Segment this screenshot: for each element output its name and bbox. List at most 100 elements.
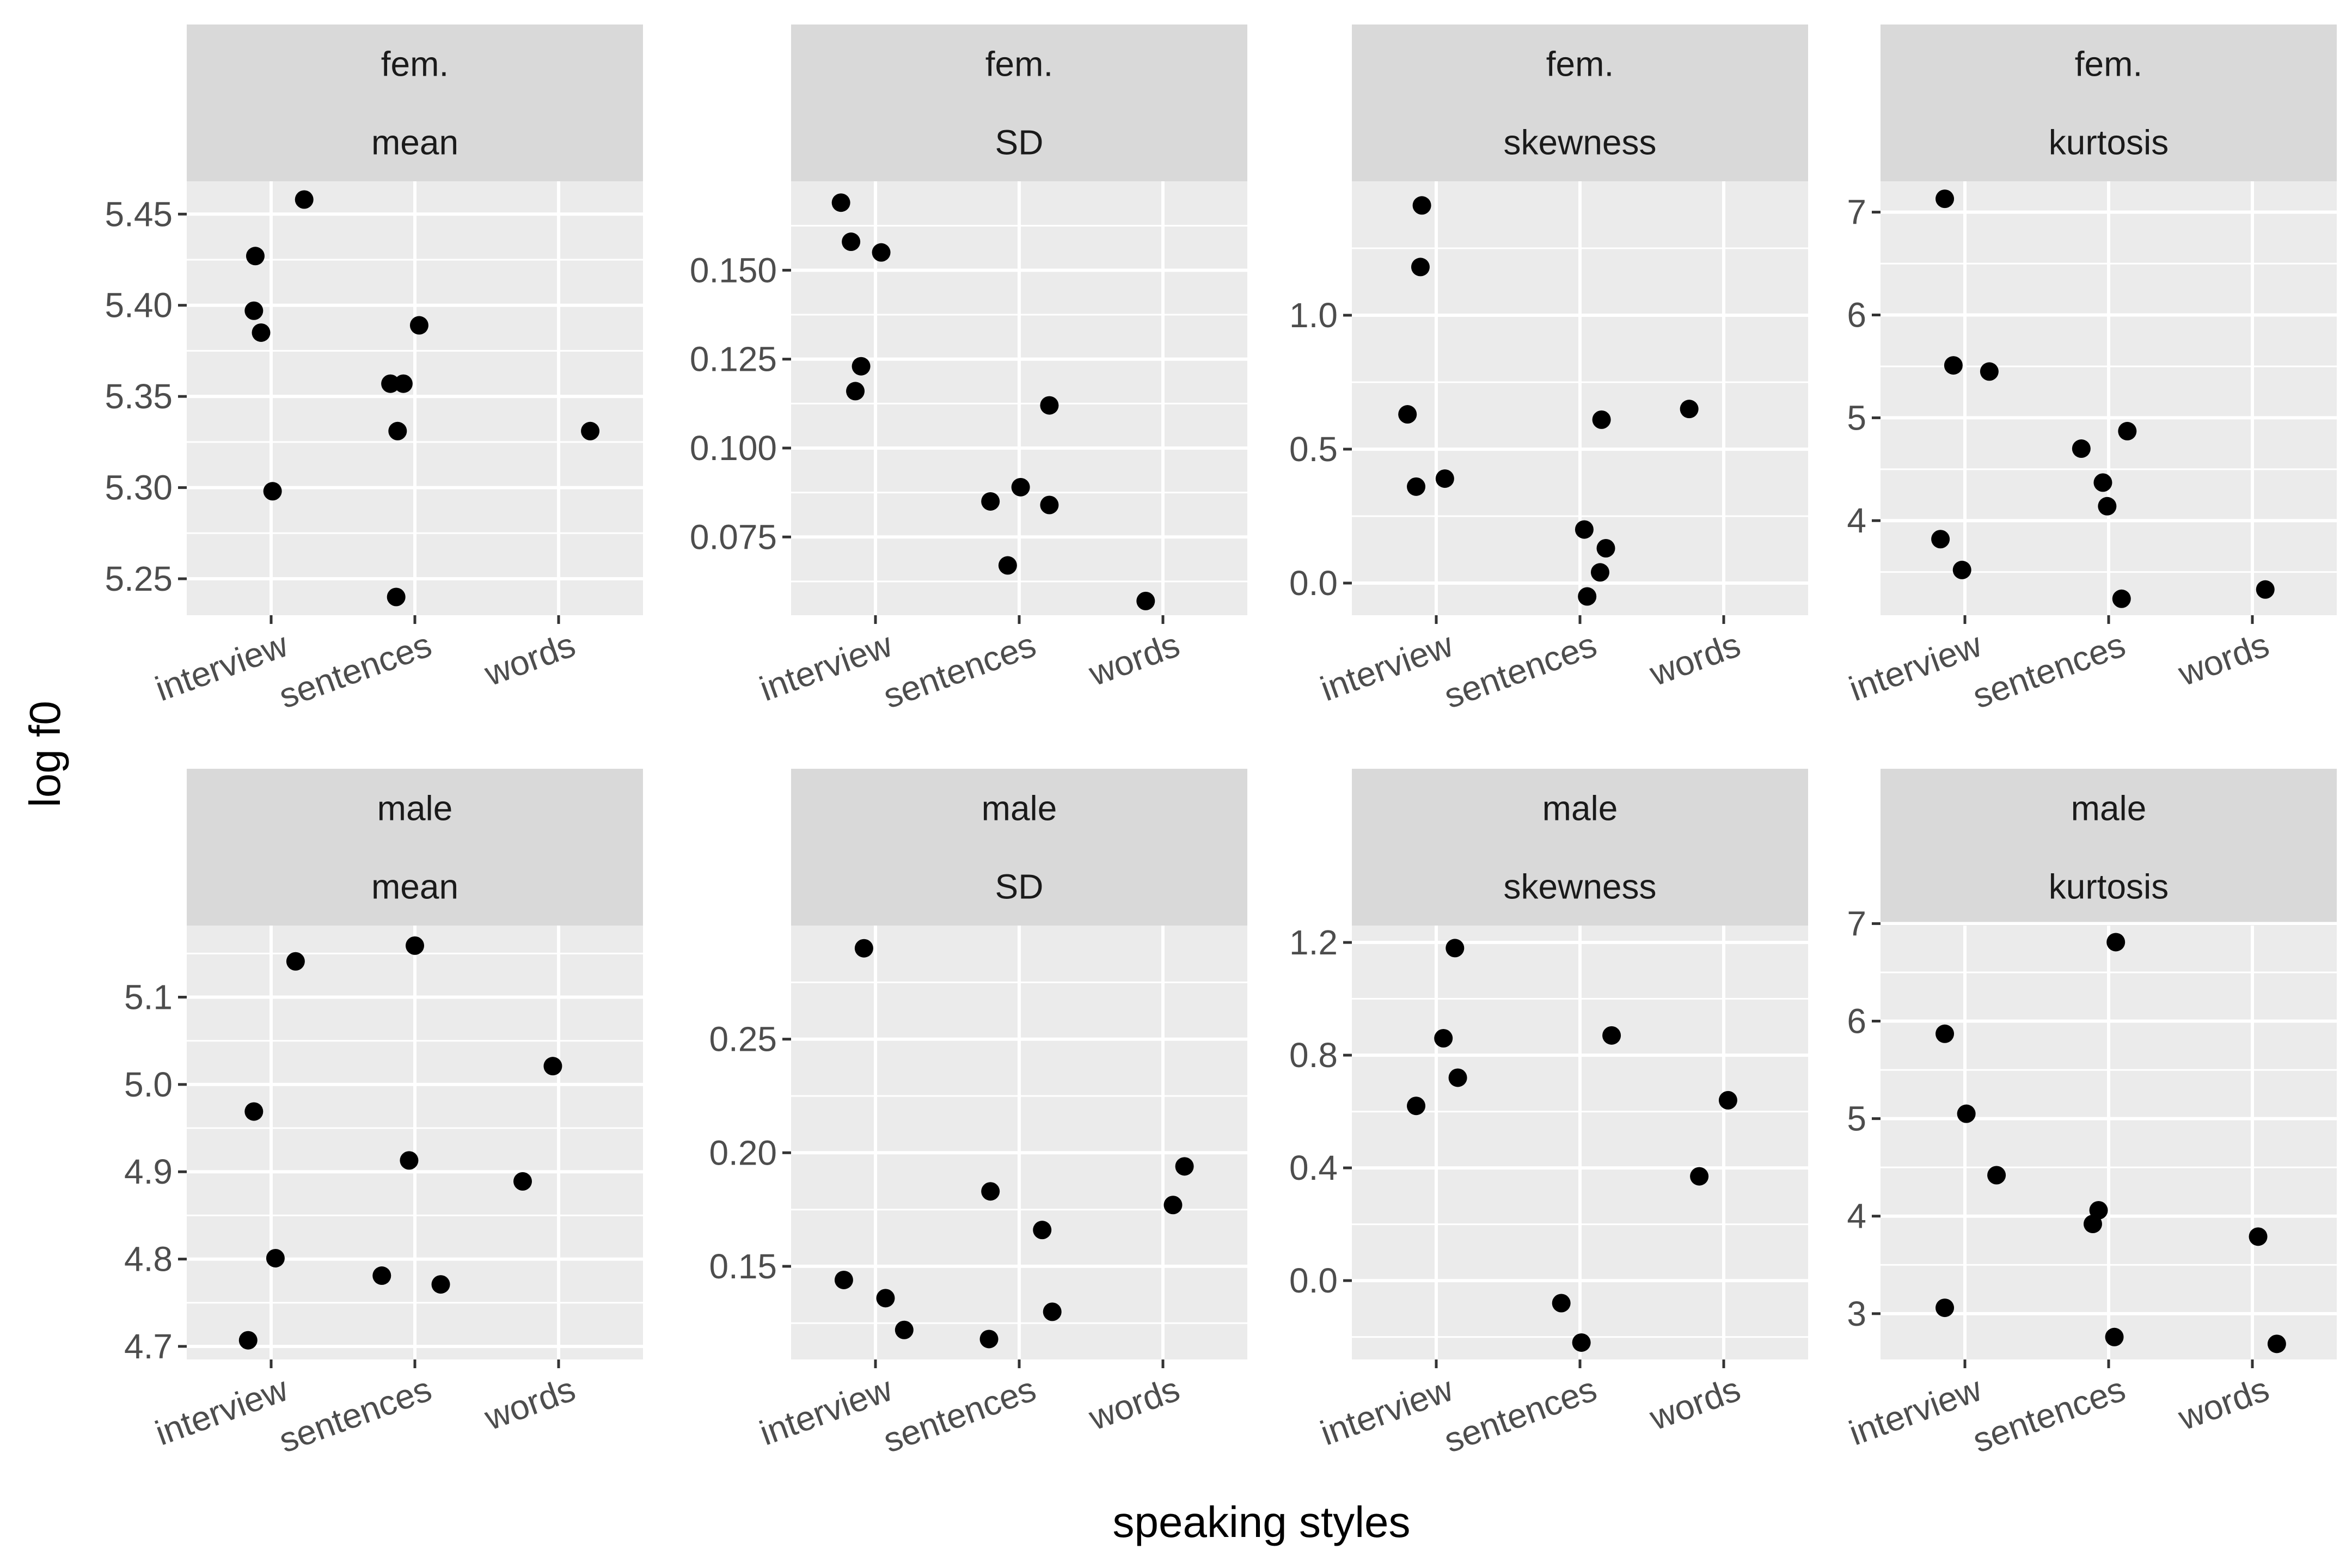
x-tick-label: sentences xyxy=(878,624,1041,715)
data-point xyxy=(1136,591,1155,610)
data-point xyxy=(1398,405,1417,424)
data-point xyxy=(1552,1294,1571,1313)
y-tick-label: 3 xyxy=(1847,1294,1866,1333)
data-point xyxy=(1931,530,1950,549)
data-point xyxy=(252,323,271,342)
facet-row-label: fem. xyxy=(985,45,1053,84)
y-tick-label: 4.8 xyxy=(124,1240,173,1279)
facet-strip-col xyxy=(1881,103,2337,181)
y-tick-label: 5 xyxy=(1847,398,1866,437)
y-tick-label: 0.0 xyxy=(1289,564,1338,603)
data-point xyxy=(286,952,305,971)
data-point xyxy=(852,357,871,376)
facet-row-label: male xyxy=(1542,789,1618,828)
data-point xyxy=(2249,1227,2268,1246)
data-point xyxy=(246,247,265,266)
data-point xyxy=(1407,1097,1426,1116)
x-tick-label: interview xyxy=(1844,624,1987,708)
data-point xyxy=(1040,495,1059,514)
data-point xyxy=(842,232,861,252)
data-point xyxy=(406,936,424,955)
facet-strip-row xyxy=(1352,769,1808,848)
x-tick-label: sentences xyxy=(274,624,437,715)
x-tick-label: sentences xyxy=(274,1369,437,1460)
facet-strip-row xyxy=(791,769,1247,848)
data-point xyxy=(1935,189,1955,209)
data-point xyxy=(581,421,600,440)
data-point xyxy=(1957,1104,1976,1123)
data-point xyxy=(1592,410,1611,429)
facet-row-label: male xyxy=(2071,789,2147,828)
data-point xyxy=(1435,469,1454,488)
y-tick-label: 0.150 xyxy=(690,250,777,290)
y-tick-label: 5.0 xyxy=(124,1065,173,1104)
data-point xyxy=(2098,497,2117,516)
x-tick-label: words xyxy=(1644,1369,1745,1437)
data-point xyxy=(388,421,407,440)
data-point xyxy=(244,1102,264,1121)
facet-strip-row xyxy=(187,24,643,103)
data-point xyxy=(1572,1333,1591,1352)
facet-col-label: skewness xyxy=(1504,123,1657,162)
y-tick-label: 7 xyxy=(1847,193,1866,232)
data-point xyxy=(895,1320,914,1339)
data-point xyxy=(2083,1215,2102,1234)
facet-col-label: SD xyxy=(995,123,1044,162)
facet-strip-col xyxy=(1352,848,1808,926)
data-point xyxy=(979,1330,999,1349)
facet-panel: fem. mean 5.25 5.30 5.35 5.40 5.45 interviewsen… xyxy=(105,24,643,716)
data-point xyxy=(872,243,891,262)
data-point xyxy=(834,1270,853,1289)
data-point xyxy=(2118,421,2137,440)
y-tick-label: 4.7 xyxy=(124,1327,173,1366)
y-tick-label: 0.15 xyxy=(709,1247,777,1286)
y-tick-label: 6 xyxy=(1847,1002,1866,1041)
y-tick-label: 5.40 xyxy=(105,286,173,325)
x-tick-label: words xyxy=(2173,624,2274,693)
data-point xyxy=(854,939,873,958)
facet-col-label: kurtosis xyxy=(2049,867,2169,906)
y-tick-label: 0.125 xyxy=(690,340,777,379)
data-point xyxy=(1718,1091,1737,1110)
data-point xyxy=(400,1151,419,1170)
facet-strip-col xyxy=(791,848,1247,926)
facet-strip-col xyxy=(187,103,643,181)
data-point xyxy=(2072,439,2091,458)
data-point xyxy=(2105,1327,2124,1346)
y-tick-label: 6 xyxy=(1847,296,1866,335)
y-tick-label: 0.100 xyxy=(690,428,777,468)
data-point xyxy=(1043,1302,1062,1321)
data-point xyxy=(1952,560,1971,579)
x-tick-label: interview xyxy=(755,624,898,708)
facet-col-label: mean xyxy=(371,867,458,906)
data-point xyxy=(266,1248,285,1267)
data-point xyxy=(394,374,413,393)
y-tick-label: 4.9 xyxy=(124,1152,173,1191)
x-tick-label: words xyxy=(479,624,580,693)
x-tick-label: interview xyxy=(1315,1369,1459,1453)
data-point xyxy=(381,374,400,393)
data-point xyxy=(1445,939,1465,958)
x-tick-label: interview xyxy=(755,1369,898,1453)
data-point xyxy=(1935,1024,1955,1043)
data-point xyxy=(263,482,282,501)
data-point xyxy=(513,1172,532,1191)
data-point xyxy=(2267,1334,2286,1353)
y-tick-label: 0.5 xyxy=(1289,430,1338,469)
data-point xyxy=(1434,1029,1453,1048)
x-tick-label: sentences xyxy=(878,1369,1041,1460)
data-point xyxy=(1596,539,1615,558)
y-axis-title: log f0 xyxy=(21,701,69,807)
facet-strip-col xyxy=(1881,848,2337,926)
facet-strip-row xyxy=(187,769,643,848)
data-point xyxy=(543,1057,562,1076)
data-point xyxy=(981,492,1000,511)
y-tick-label: 1.0 xyxy=(1289,296,1338,335)
facet-panel: fem. SD 0.075 0.100 0.125 0.150 interviewsente… xyxy=(690,24,1247,716)
y-tick-label: 5.30 xyxy=(105,468,173,507)
data-point xyxy=(1163,1196,1183,1215)
data-point xyxy=(1935,1298,1955,1318)
